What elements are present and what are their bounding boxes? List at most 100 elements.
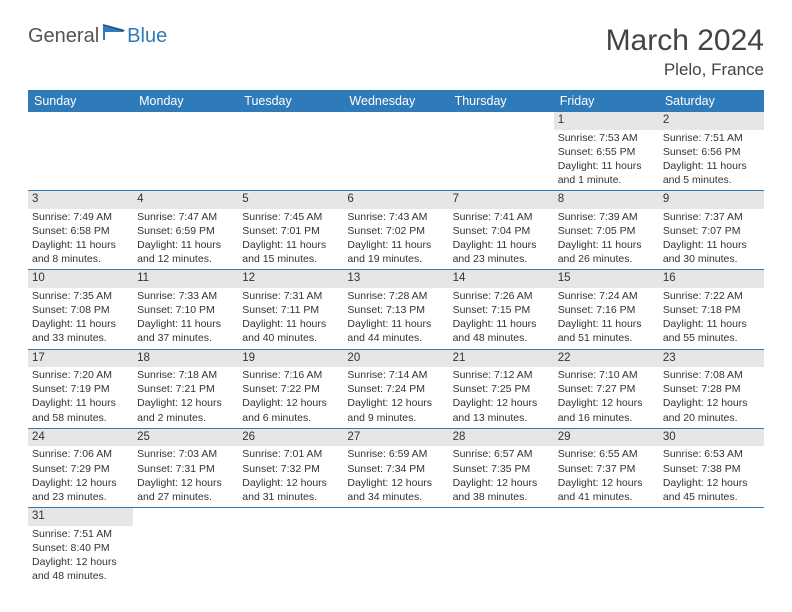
calendar-day-cell — [659, 508, 764, 587]
day-header: Sunday — [28, 90, 133, 112]
sunrise-text: Sunrise: 7:28 AM — [347, 289, 444, 303]
day-details: Sunrise: 7:35 AMSunset: 7:08 PMDaylight:… — [28, 288, 133, 349]
calendar-day-cell: 15Sunrise: 7:24 AMSunset: 7:16 PMDayligh… — [554, 270, 659, 349]
day-header: Saturday — [659, 90, 764, 112]
sunset-text: Sunset: 7:22 PM — [242, 382, 339, 396]
month-title: March 2024 — [606, 24, 764, 58]
calendar-day-cell: 28Sunrise: 6:57 AMSunset: 7:35 PMDayligh… — [449, 428, 554, 507]
sunset-text: Sunset: 7:34 PM — [347, 462, 444, 476]
sunrise-text: Sunrise: 6:57 AM — [453, 447, 550, 461]
sunset-text: Sunset: 6:59 PM — [137, 224, 234, 238]
calendar-day-cell: 25Sunrise: 7:03 AMSunset: 7:31 PMDayligh… — [133, 428, 238, 507]
day-details: Sunrise: 6:59 AMSunset: 7:34 PMDaylight:… — [343, 446, 448, 507]
daylight-text: Daylight: 12 hours and 23 minutes. — [32, 476, 129, 504]
sunrise-text: Sunrise: 7:12 AM — [453, 368, 550, 382]
sunrise-text: Sunrise: 7:03 AM — [137, 447, 234, 461]
sunrise-text: Sunrise: 7:14 AM — [347, 368, 444, 382]
day-header: Monday — [133, 90, 238, 112]
day-number — [343, 508, 448, 526]
day-number — [28, 112, 133, 130]
daylight-text: Daylight: 12 hours and 31 minutes. — [242, 476, 339, 504]
calendar-day-cell — [28, 112, 133, 191]
sunrise-text: Sunrise: 7:41 AM — [453, 210, 550, 224]
calendar-day-cell: 19Sunrise: 7:16 AMSunset: 7:22 PMDayligh… — [238, 349, 343, 428]
day-number: 24 — [28, 429, 133, 447]
day-number — [238, 112, 343, 130]
calendar-day-cell: 2Sunrise: 7:51 AMSunset: 6:56 PMDaylight… — [659, 112, 764, 191]
day-number: 20 — [343, 350, 448, 368]
daylight-text: Daylight: 12 hours and 34 minutes. — [347, 476, 444, 504]
sunset-text: Sunset: 7:35 PM — [453, 462, 550, 476]
calendar-day-cell: 5Sunrise: 7:45 AMSunset: 7:01 PMDaylight… — [238, 191, 343, 270]
daylight-text: Daylight: 12 hours and 6 minutes. — [242, 396, 339, 424]
day-number — [449, 508, 554, 526]
sunrise-text: Sunrise: 6:53 AM — [663, 447, 760, 461]
calendar-week-row: 24Sunrise: 7:06 AMSunset: 7:29 PMDayligh… — [28, 428, 764, 507]
calendar-page: General Blue March 2024 Plelo, France Su… — [0, 0, 792, 586]
day-number: 27 — [343, 429, 448, 447]
calendar-day-cell: 24Sunrise: 7:06 AMSunset: 7:29 PMDayligh… — [28, 428, 133, 507]
sunrise-text: Sunrise: 7:06 AM — [32, 447, 129, 461]
calendar-day-cell: 21Sunrise: 7:12 AMSunset: 7:25 PMDayligh… — [449, 349, 554, 428]
calendar-day-cell: 29Sunrise: 6:55 AMSunset: 7:37 PMDayligh… — [554, 428, 659, 507]
calendar-day-cell: 8Sunrise: 7:39 AMSunset: 7:05 PMDaylight… — [554, 191, 659, 270]
sunset-text: Sunset: 7:27 PM — [558, 382, 655, 396]
calendar-day-cell: 6Sunrise: 7:43 AMSunset: 7:02 PMDaylight… — [343, 191, 448, 270]
day-details: Sunrise: 7:47 AMSunset: 6:59 PMDaylight:… — [133, 209, 238, 270]
daylight-text: Daylight: 12 hours and 2 minutes. — [137, 396, 234, 424]
calendar-day-cell: 16Sunrise: 7:22 AMSunset: 7:18 PMDayligh… — [659, 270, 764, 349]
calendar-day-cell: 14Sunrise: 7:26 AMSunset: 7:15 PMDayligh… — [449, 270, 554, 349]
daylight-text: Daylight: 11 hours and 30 minutes. — [663, 238, 760, 266]
sunrise-text: Sunrise: 7:22 AM — [663, 289, 760, 303]
day-number: 8 — [554, 191, 659, 209]
calendar-day-cell: 11Sunrise: 7:33 AMSunset: 7:10 PMDayligh… — [133, 270, 238, 349]
day-number — [659, 508, 764, 526]
day-details: Sunrise: 7:39 AMSunset: 7:05 PMDaylight:… — [554, 209, 659, 270]
day-details: Sunrise: 7:49 AMSunset: 6:58 PMDaylight:… — [28, 209, 133, 270]
day-number: 9 — [659, 191, 764, 209]
sunrise-text: Sunrise: 7:51 AM — [32, 527, 129, 541]
daylight-text: Daylight: 12 hours and 38 minutes. — [453, 476, 550, 504]
calendar-day-cell: 20Sunrise: 7:14 AMSunset: 7:24 PMDayligh… — [343, 349, 448, 428]
day-number: 22 — [554, 350, 659, 368]
calendar-day-cell — [554, 508, 659, 587]
sunset-text: Sunset: 8:40 PM — [32, 541, 129, 555]
sunset-text: Sunset: 7:18 PM — [663, 303, 760, 317]
day-number — [133, 112, 238, 130]
daylight-text: Daylight: 12 hours and 41 minutes. — [558, 476, 655, 504]
day-details: Sunrise: 7:51 AMSunset: 8:40 PMDaylight:… — [28, 526, 133, 587]
day-details: Sunrise: 7:53 AMSunset: 6:55 PMDaylight:… — [554, 130, 659, 191]
daylight-text: Daylight: 12 hours and 20 minutes. — [663, 396, 760, 424]
sunrise-text: Sunrise: 7:26 AM — [453, 289, 550, 303]
sunrise-text: Sunrise: 7:31 AM — [242, 289, 339, 303]
day-number: 13 — [343, 270, 448, 288]
daylight-text: Daylight: 11 hours and 1 minute. — [558, 159, 655, 187]
sunrise-text: Sunrise: 7:10 AM — [558, 368, 655, 382]
sunset-text: Sunset: 7:16 PM — [558, 303, 655, 317]
calendar-week-row: 17Sunrise: 7:20 AMSunset: 7:19 PMDayligh… — [28, 349, 764, 428]
sunrise-text: Sunrise: 6:55 AM — [558, 447, 655, 461]
day-details: Sunrise: 7:18 AMSunset: 7:21 PMDaylight:… — [133, 367, 238, 428]
daylight-text: Daylight: 11 hours and 33 minutes. — [32, 317, 129, 345]
sunrise-text: Sunrise: 7:39 AM — [558, 210, 655, 224]
sunrise-text: Sunrise: 7:01 AM — [242, 447, 339, 461]
title-block: March 2024 Plelo, France — [606, 24, 764, 80]
daylight-text: Daylight: 11 hours and 58 minutes. — [32, 396, 129, 424]
daylight-text: Daylight: 11 hours and 23 minutes. — [453, 238, 550, 266]
day-header: Friday — [554, 90, 659, 112]
daylight-text: Daylight: 11 hours and 48 minutes. — [453, 317, 550, 345]
day-number: 10 — [28, 270, 133, 288]
calendar-table: Sunday Monday Tuesday Wednesday Thursday… — [28, 90, 764, 586]
calendar-day-cell — [343, 112, 448, 191]
sunrise-text: Sunrise: 7:20 AM — [32, 368, 129, 382]
daylight-text: Daylight: 11 hours and 8 minutes. — [32, 238, 129, 266]
day-details: Sunrise: 7:51 AMSunset: 6:56 PMDaylight:… — [659, 130, 764, 191]
calendar-day-cell: 17Sunrise: 7:20 AMSunset: 7:19 PMDayligh… — [28, 349, 133, 428]
day-number: 3 — [28, 191, 133, 209]
sunset-text: Sunset: 7:31 PM — [137, 462, 234, 476]
sunset-text: Sunset: 7:25 PM — [453, 382, 550, 396]
calendar-day-cell: 4Sunrise: 7:47 AMSunset: 6:59 PMDaylight… — [133, 191, 238, 270]
sunset-text: Sunset: 7:32 PM — [242, 462, 339, 476]
day-details: Sunrise: 7:14 AMSunset: 7:24 PMDaylight:… — [343, 367, 448, 428]
day-number: 7 — [449, 191, 554, 209]
